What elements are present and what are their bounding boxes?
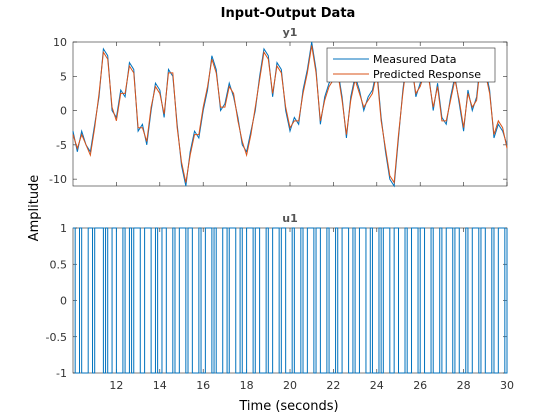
chart-title: Input-Output Data (221, 6, 356, 21)
x-tick-label: 24 (370, 379, 384, 392)
panel-y1-ticks: -10 -5 0 5 10 (49, 36, 508, 186)
legend-label-measured: Measured Data (373, 53, 457, 66)
panel-u1-title: u1 (282, 212, 298, 225)
panel-y1-ytick-label: 0 (60, 105, 67, 118)
x-tick-label: 26 (413, 379, 427, 392)
x-tick-label: 16 (196, 379, 210, 392)
x-tick-label: 20 (283, 379, 297, 392)
panel-y1-ytick-label: 5 (60, 70, 67, 83)
panel-y1-title: y1 (283, 26, 298, 39)
legend: Measured Data Predicted Response (326, 47, 496, 83)
panel-u1-ytick-label: 0 (60, 295, 67, 308)
panel-y1-ytick-label: 10 (53, 36, 67, 49)
panel-y1-lines (72, 41, 508, 188)
x-tick-label: 30 (500, 379, 514, 392)
panel-u1: u1 -1 -0.5 0 0.5 1 (46, 212, 508, 380)
panel-y1-ytick-label: -5 (56, 139, 67, 152)
x-axis-label: Time (seconds) (238, 399, 338, 414)
x-tick-label: 18 (240, 379, 254, 392)
panel-u1-ytick-label: -0.5 (46, 331, 67, 344)
panel-y1: y1 -10 -5 0 5 10 Measured Data Predicted Res… (49, 26, 508, 188)
panel-u1-ticks: -1 -0.5 0 0.5 1 (46, 222, 508, 380)
x-tick-label: 28 (457, 379, 471, 392)
panel-u1-ytick-label: -1 (56, 367, 67, 380)
x-tick-label: 22 (326, 379, 340, 392)
y-axis-label: Amplitude (27, 175, 42, 242)
panel-u1-ytick-label: 0.5 (50, 258, 68, 271)
x-tick-label: 14 (153, 379, 167, 392)
panel-u1-lines (73, 227, 508, 374)
x-tick-label: 12 (109, 379, 123, 392)
series-line-y1-1 (72, 45, 508, 185)
series-line-u1-0 (73, 227, 508, 374)
legend-label-predicted: Predicted Response (373, 68, 481, 81)
panel-u1-ytick-label: 1 (60, 222, 67, 235)
x-axis-ticks: 12 14 16 18 20 22 24 26 28 30 (109, 379, 514, 392)
legend-box (326, 47, 496, 83)
panel-y1-ytick-label: -10 (49, 173, 67, 186)
